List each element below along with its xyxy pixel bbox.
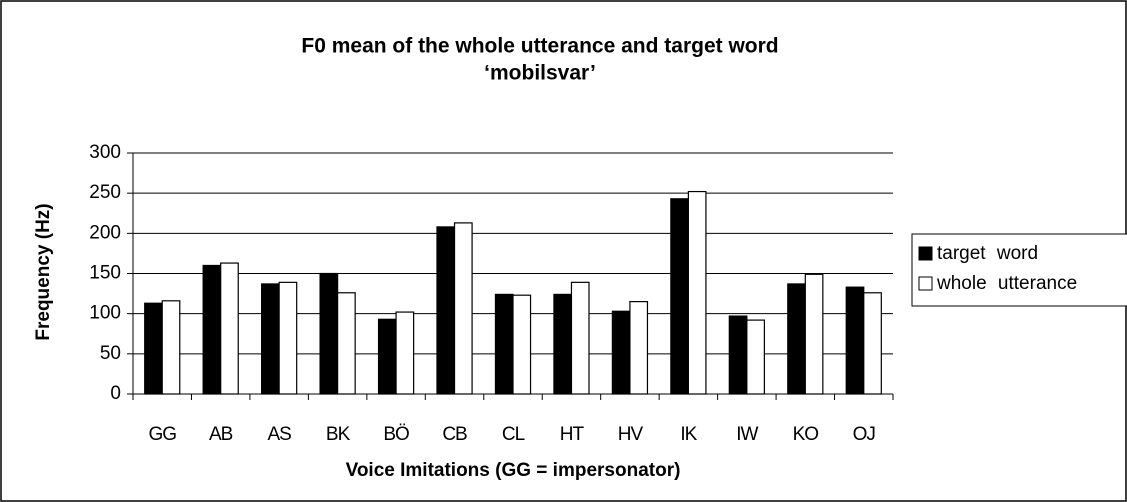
bar bbox=[261, 283, 280, 395]
bar bbox=[845, 286, 865, 395]
bar bbox=[220, 262, 239, 395]
bar bbox=[553, 293, 573, 395]
bar bbox=[161, 300, 181, 395]
chart-title: ‘mobilsvar’ bbox=[484, 62, 596, 85]
bar bbox=[319, 272, 339, 395]
x-tick-label: CL bbox=[502, 424, 525, 445]
x-tick-label: IK bbox=[680, 424, 697, 445]
bar bbox=[453, 222, 473, 395]
x-tick-label: KO bbox=[793, 424, 819, 445]
legend-swatch bbox=[918, 276, 933, 291]
bar bbox=[337, 292, 356, 395]
y-tick-label: 0 bbox=[110, 383, 121, 404]
bar bbox=[670, 198, 689, 395]
bar bbox=[728, 315, 748, 395]
x-tick-label: BÖ bbox=[383, 424, 409, 445]
x-tick-label: AB bbox=[209, 424, 233, 445]
legend-label: whole utterance bbox=[936, 273, 1077, 294]
x-tick-label: GG bbox=[148, 424, 176, 445]
bar bbox=[787, 283, 806, 395]
y-tick-label: 150 bbox=[89, 263, 121, 284]
bar bbox=[804, 273, 824, 395]
x-tick-label: HV bbox=[618, 424, 644, 445]
bar bbox=[278, 281, 298, 395]
bar bbox=[863, 292, 882, 395]
legend-swatch bbox=[918, 246, 933, 261]
chart-title: F0 mean of the whole utterance and targe… bbox=[301, 35, 778, 58]
x-axis-label: Voice Imitations (GG = impersonator) bbox=[346, 460, 681, 481]
bar bbox=[629, 301, 649, 395]
bar bbox=[512, 294, 532, 395]
x-tick-label: HT bbox=[560, 424, 585, 445]
x-tick-label: CB bbox=[442, 424, 467, 445]
legend-box bbox=[911, 233, 1127, 307]
y-tick-label: 250 bbox=[89, 182, 121, 203]
x-tick-label: OJ bbox=[853, 424, 876, 445]
y-tick-label: 50 bbox=[100, 343, 121, 364]
bar bbox=[687, 190, 707, 395]
y-axis-label: Frequency (Hz) bbox=[33, 203, 54, 340]
legend-label: target word bbox=[937, 243, 1038, 264]
bar bbox=[436, 226, 456, 395]
bar bbox=[746, 319, 765, 395]
x-tick-label: AS bbox=[267, 424, 291, 445]
y-tick-label: 200 bbox=[89, 222, 121, 243]
y-tick-label: 300 bbox=[89, 142, 121, 163]
y-tick-label: 100 bbox=[89, 303, 121, 324]
x-tick-label: IW bbox=[736, 424, 758, 445]
bar bbox=[377, 318, 397, 395]
bar bbox=[611, 310, 631, 395]
bar bbox=[494, 293, 514, 395]
bar bbox=[395, 311, 415, 395]
bar bbox=[202, 264, 222, 395]
x-tick-label: BK bbox=[326, 424, 351, 445]
bar bbox=[570, 281, 590, 395]
bar bbox=[144, 302, 163, 395]
